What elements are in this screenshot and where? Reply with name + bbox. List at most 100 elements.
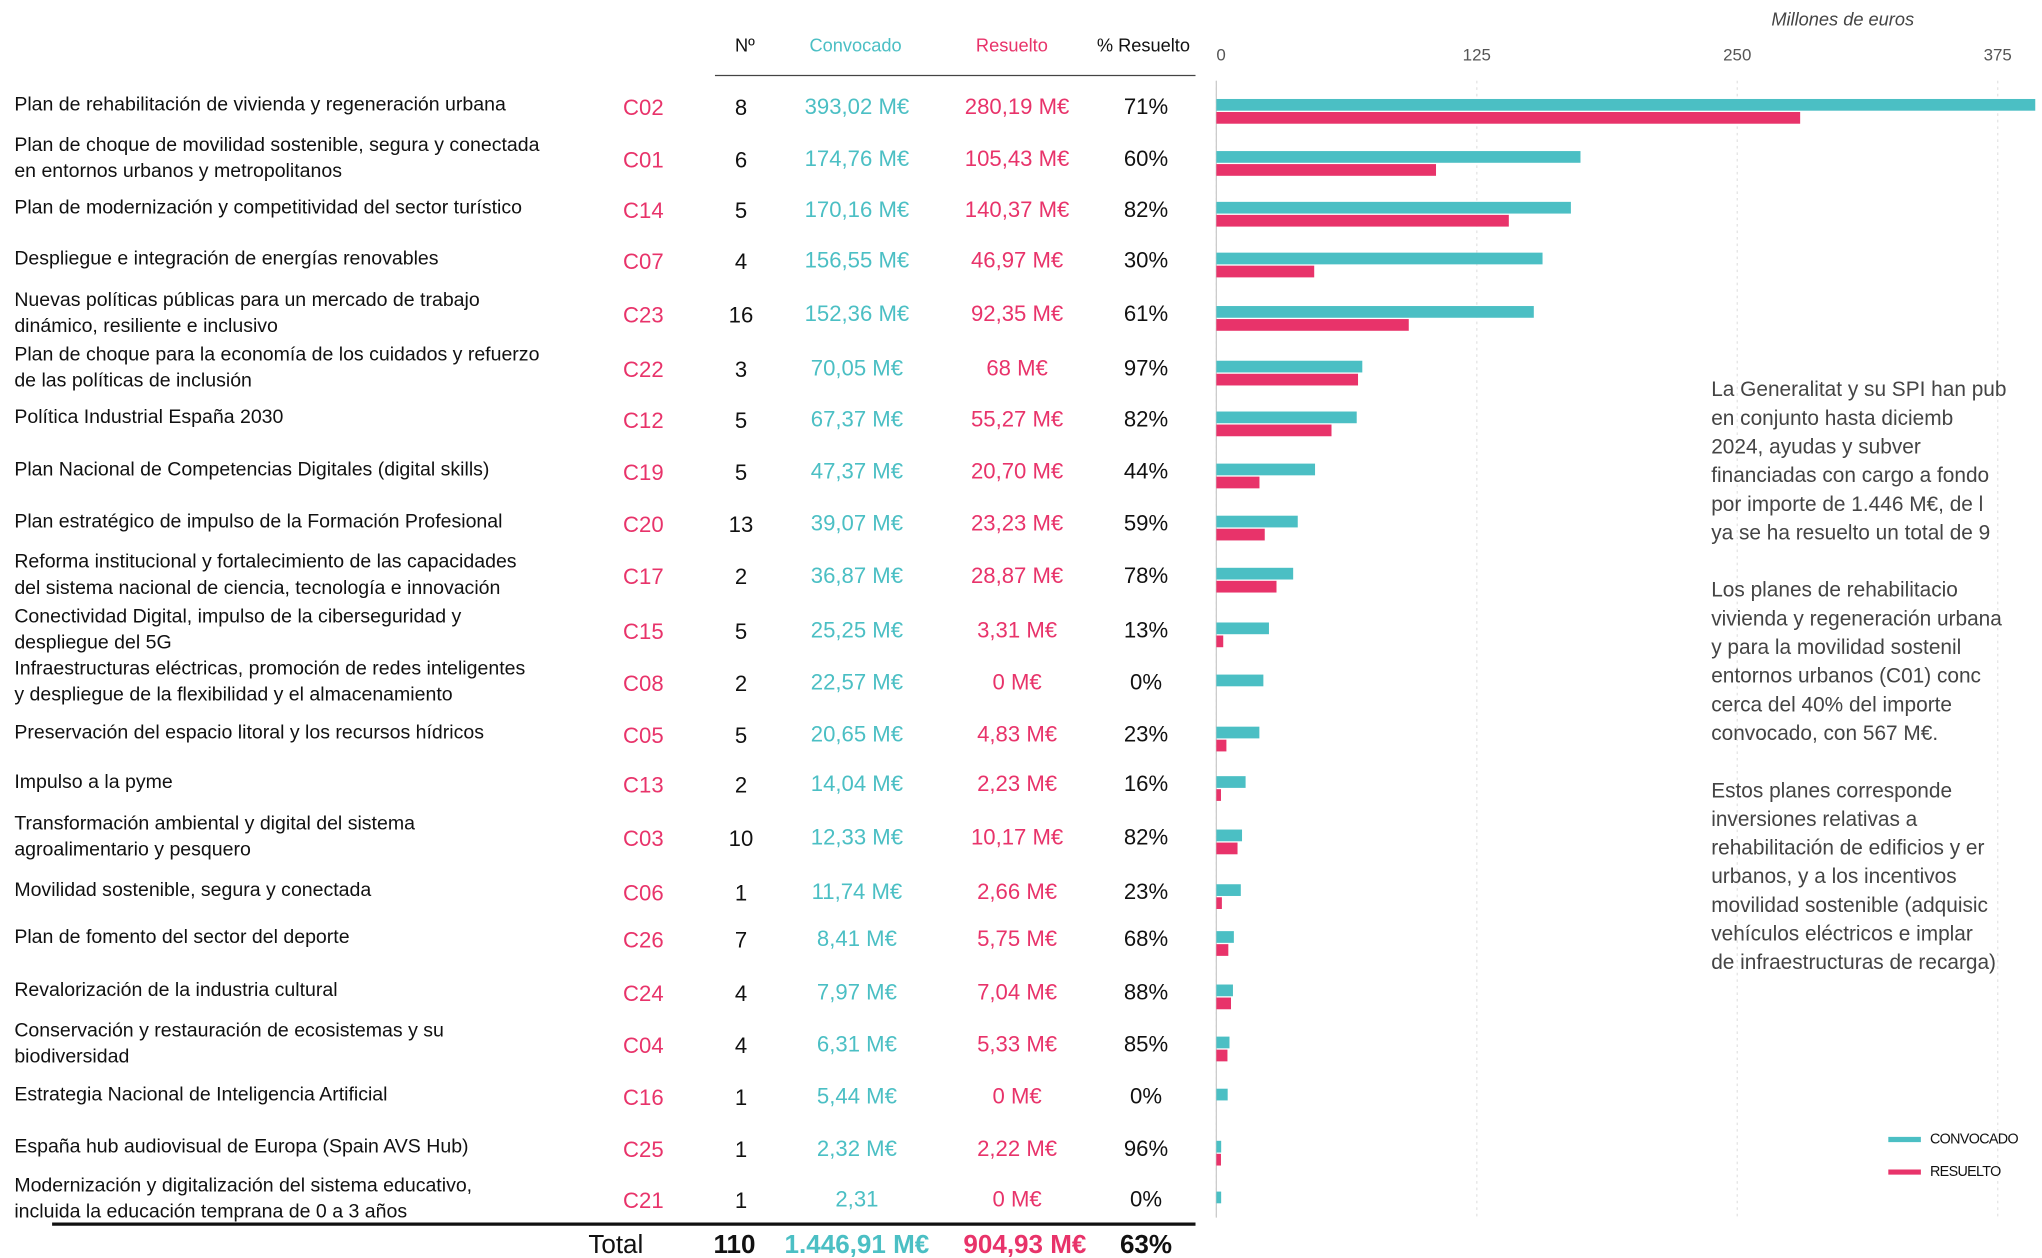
count: 5 bbox=[735, 460, 747, 485]
header-resuelto: Resuelto bbox=[976, 35, 1048, 56]
total-label: Total bbox=[588, 1229, 643, 1258]
count: 3 bbox=[735, 357, 747, 382]
bar bbox=[1216, 1036, 1230, 1049]
count: 7 bbox=[735, 927, 747, 952]
bar bbox=[1216, 931, 1234, 943]
value-label: 2,32 M€ bbox=[817, 1136, 897, 1161]
value-label: 68 M€ bbox=[986, 356, 1048, 381]
bar bbox=[1216, 674, 1264, 687]
header-convocado: Convocado bbox=[810, 35, 902, 56]
pct: 82% bbox=[1124, 197, 1168, 222]
plan-name: Infraestructuras eléctricas, promoción d… bbox=[14, 658, 525, 680]
component-code: C26 bbox=[623, 927, 664, 952]
paragraph-line: inversiones relativas a bbox=[1711, 808, 1917, 831]
total-n: 110 bbox=[713, 1229, 755, 1258]
count: 5 bbox=[735, 619, 747, 644]
bar bbox=[1216, 360, 1363, 373]
plan-name: Preservación del espacio litoral y los r… bbox=[14, 721, 484, 743]
component-code: C22 bbox=[623, 357, 664, 382]
bar bbox=[1216, 515, 1298, 528]
value-label: 6,31 M€ bbox=[817, 1032, 897, 1057]
total-convocado: 1.446,91 M€ bbox=[785, 1229, 930, 1258]
legend-label: RESUELTO bbox=[1930, 1164, 2001, 1180]
component-code: C13 bbox=[623, 772, 664, 797]
component-code: C21 bbox=[623, 1188, 664, 1213]
plan-name: en entornos urbanos y metropolitanos bbox=[14, 160, 342, 182]
bar bbox=[1216, 1088, 1228, 1101]
value-label: 174,76 M€ bbox=[805, 146, 910, 171]
value-label: 2,23 M€ bbox=[977, 771, 1057, 796]
bar bbox=[1216, 789, 1221, 801]
count: 16 bbox=[729, 302, 754, 327]
bar bbox=[1216, 463, 1316, 476]
value-label: 5,75 M€ bbox=[977, 926, 1057, 951]
plan-name: Plan de choque para la economía de los c… bbox=[14, 344, 539, 366]
component-code: C19 bbox=[623, 460, 664, 485]
plan-name: Plan de modernización y competitividad d… bbox=[14, 197, 522, 219]
value-label: 8,41 M€ bbox=[817, 926, 897, 951]
header-n: Nº bbox=[735, 35, 755, 56]
plan-name: Plan de choque de movilidad sostenible, … bbox=[14, 134, 539, 156]
component-code: C17 bbox=[623, 564, 664, 589]
bar bbox=[1216, 214, 1509, 227]
pct: 23% bbox=[1124, 879, 1168, 904]
paragraph-line: Estos planes corresponde bbox=[1711, 779, 1952, 802]
value-label: 5,33 M€ bbox=[977, 1032, 1057, 1057]
pct: 23% bbox=[1124, 722, 1168, 747]
bar bbox=[1216, 265, 1315, 278]
plan-name: Conservación y restauración de ecosistem… bbox=[14, 1020, 444, 1042]
plan-name: España hub audiovisual de Europa (Spain … bbox=[14, 1135, 468, 1157]
bar bbox=[1216, 1191, 1222, 1204]
paragraph-line: y para la movilidad sostenil bbox=[1711, 636, 1961, 659]
bar bbox=[1216, 997, 1232, 1010]
plan-name: Transformación ambiental y digital del s… bbox=[14, 812, 415, 834]
plan-name: Estrategia Nacional de Inteligencia Arti… bbox=[14, 1083, 387, 1105]
bar bbox=[1216, 739, 1227, 752]
bar bbox=[1216, 829, 1243, 842]
x-tick-label: 375 bbox=[1984, 45, 2012, 64]
value-label: 152,36 M€ bbox=[805, 301, 910, 326]
value-label: 47,37 M€ bbox=[811, 459, 903, 484]
paragraph-line: vehículos eléctricos e implar bbox=[1711, 923, 1973, 946]
value-label: 2,66 M€ bbox=[977, 879, 1057, 904]
plan-name: del sistema nacional de ciencia, tecnolo… bbox=[14, 577, 500, 599]
value-label: 25,25 M€ bbox=[811, 617, 903, 642]
component-code: C08 bbox=[623, 671, 664, 696]
plan-name: incluida la educación temprana de 0 a 3 … bbox=[14, 1201, 407, 1223]
count: 1 bbox=[735, 1188, 747, 1213]
count: 4 bbox=[735, 981, 747, 1006]
bar bbox=[1216, 98, 2036, 111]
component-code: C15 bbox=[623, 619, 664, 644]
count: 2 bbox=[735, 772, 747, 797]
plan-name: Plan Nacional de Competencias Digitales … bbox=[14, 458, 489, 480]
value-label: 140,37 M€ bbox=[965, 197, 1070, 222]
bar bbox=[1216, 164, 1437, 176]
component-code: C02 bbox=[623, 95, 664, 120]
bar bbox=[1216, 201, 1571, 214]
pct: 78% bbox=[1124, 563, 1168, 588]
pct: 68% bbox=[1124, 926, 1168, 951]
paragraph-line: cerca del 40% del importe bbox=[1711, 693, 1952, 716]
bar bbox=[1216, 476, 1260, 489]
value-label: 4,83 M€ bbox=[977, 722, 1057, 747]
pct: 16% bbox=[1124, 771, 1168, 796]
paragraph-line: por importe de 1.446 M€, de l bbox=[1711, 493, 1983, 516]
paragraph-line: vivienda y regeneración urbana bbox=[1711, 607, 2002, 630]
component-code: C24 bbox=[623, 981, 664, 1006]
plan-name: Impulso a la pyme bbox=[14, 771, 172, 793]
component-code: C01 bbox=[623, 147, 664, 172]
pct: 0% bbox=[1130, 1187, 1162, 1212]
value-label: 0 M€ bbox=[992, 670, 1041, 695]
bar bbox=[1216, 151, 1581, 163]
bar bbox=[1216, 842, 1238, 855]
paragraph-line: rehabilitación de edificios y er bbox=[1711, 837, 1984, 860]
pct: 88% bbox=[1124, 979, 1168, 1004]
component-code: C04 bbox=[623, 1033, 664, 1058]
total-resuelto: 904,93 M€ bbox=[963, 1229, 1087, 1258]
value-label: 7,97 M€ bbox=[817, 979, 897, 1004]
plan-name: Plan de fomento del sector del deporte bbox=[14, 926, 349, 948]
bar bbox=[1216, 567, 1294, 580]
paragraph-line: urbanos, y a los incentivos bbox=[1711, 865, 1956, 888]
paragraph-line: 2024, ayudas y subver bbox=[1711, 435, 1921, 458]
